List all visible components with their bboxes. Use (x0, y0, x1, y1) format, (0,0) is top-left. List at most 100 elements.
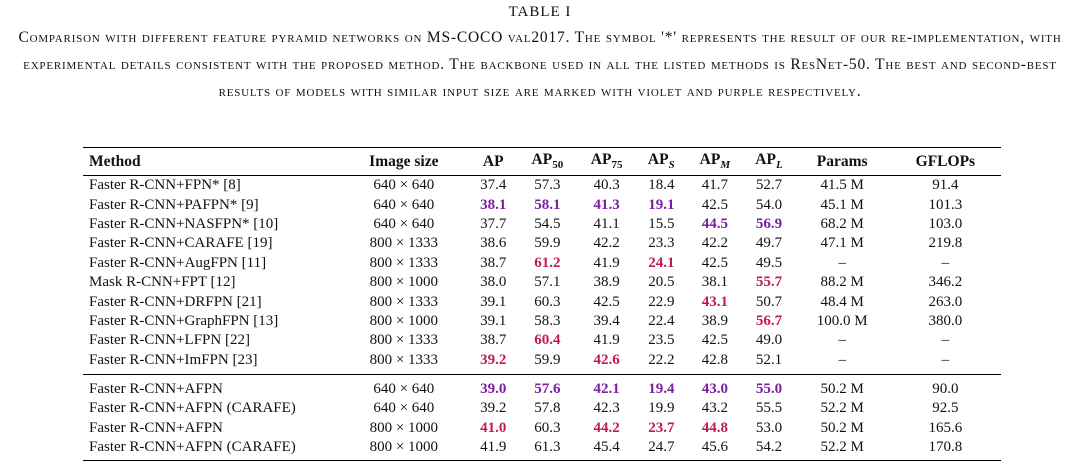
cell-ap50: 60.3 (534, 419, 561, 436)
cell-apm: 43.2 (701, 400, 728, 417)
cell-aps: 19.9 (648, 400, 675, 417)
cell-apm: 42.5 (701, 196, 728, 213)
cell-size: 800 × 1000 (369, 419, 439, 436)
cell-ap50: 60.3 (534, 293, 561, 310)
cell-method: Faster R-CNN+AFPN (CARAFE) (83, 438, 339, 462)
cell-ap: 41.9 (468, 438, 518, 462)
cell-apm: 43.1 (701, 293, 728, 310)
table-row: Faster R-CNN+ImFPN [23] 800 × 1333 39.2 59.… (83, 351, 1001, 375)
cell-apm: 41.7 (701, 177, 728, 194)
cell-size: 640 × 640 (373, 215, 435, 232)
cell-gflops: 219.8 (928, 235, 963, 252)
cell-apm: 44.8 (701, 419, 728, 436)
cell-method: Faster R-CNN+NASFPN* [10] (89, 215, 279, 232)
cell-apm: 44.5 (701, 215, 728, 232)
cell-params: 47.1 M (820, 235, 864, 252)
cell-apm: 43.0 (686, 373, 744, 400)
cell-gflops: 90.0 (889, 373, 1001, 400)
cell-ap50: 59.9 (534, 351, 561, 368)
cell-gflops: 380.0 (928, 312, 963, 329)
cell-ap75: 42.6 (593, 351, 620, 368)
cell-aps: 19.1 (648, 196, 675, 213)
cell-ap: 38.1 (480, 196, 507, 213)
cell-aps: 20.5 (648, 274, 675, 291)
table-row: Faster R-CNN+FPN* [8] 640 × 640 37.4 57.3 40… (83, 176, 1001, 196)
cell-gflops: 91.4 (932, 177, 959, 194)
cell-gflops: 103.0 (928, 215, 963, 232)
header-row: Method Image size AP AP50 AP75 APS APM A… (83, 147, 1001, 176)
cell-aps: 23.5 (648, 332, 675, 349)
cell-ap50: 58.1 (534, 196, 561, 213)
table-row: Faster R-CNN+AFPN (CARAFE) 800 × 1000 41.9… (83, 438, 1001, 462)
cell-size: 640 × 640 (373, 177, 435, 194)
cell-apl: 53.0 (755, 419, 783, 436)
table-row: Faster R-CNN+AFPN (CARAFE) 640 × 640 39.2 5… (83, 399, 1001, 418)
cell-ap50: 61.2 (534, 254, 561, 271)
cell-ap50: 60.4 (534, 332, 561, 349)
cell-size: 640 × 640 (373, 196, 435, 213)
cell-size: 800 × 1333 (369, 332, 439, 349)
cell-apl: 55.0 (743, 373, 795, 400)
cell-ap75: 39.4 (593, 312, 620, 329)
col-header-method: Method (83, 147, 339, 176)
col-header-gflops: GFLOPs (889, 147, 1001, 176)
cell-apl: 49.0 (755, 332, 783, 349)
cell-ap50: 58.3 (534, 312, 561, 329)
cell-ap: 37.4 (480, 177, 507, 194)
cell-params: 45.1 M (820, 196, 864, 213)
cell-ap75: 41.9 (593, 254, 620, 271)
col-header-aps: APS (636, 147, 687, 176)
table-row: Faster R-CNN+LFPN [22] 800 × 1333 38.7 60.4… (83, 331, 1001, 350)
cell-ap: 39.0 (468, 373, 518, 400)
cell-ap: 39.2 (480, 400, 507, 417)
caption-text: Comparison with different feature pyrami… (18, 29, 1062, 100)
cell-size: 640 × 640 (339, 373, 469, 400)
table-group-baselines: Faster R-CNN+FPN* [8] 640 × 640 37.4 57.3 40… (83, 176, 1001, 375)
cell-method: Faster R-CNN+AFPN (89, 419, 223, 436)
cell-aps: 15.5 (648, 215, 675, 232)
cell-params: 48.4 M (820, 293, 864, 310)
cell-method: Faster R-CNN+AFPN (CARAFE) (89, 400, 296, 417)
col-header-ap75: AP75 (577, 147, 637, 176)
cell-size: 800 × 1333 (369, 351, 439, 368)
cell-ap50: 57.8 (534, 400, 561, 417)
cell-method: Faster R-CNN+DRFPN [21] (89, 293, 262, 310)
cell-apl: 54.2 (743, 438, 795, 462)
cell-size: 800 × 1000 (339, 438, 469, 462)
cell-ap75: 41.3 (593, 196, 620, 213)
cell-aps: 22.2 (648, 351, 675, 368)
col-header-apl: APL (743, 147, 795, 176)
cell-ap75: 40.3 (593, 177, 620, 194)
cell-gflops: 92.5 (932, 400, 959, 417)
cell-size: 640 × 640 (373, 400, 435, 417)
cell-size: 800 × 1000 (369, 274, 439, 291)
table-row: Faster R-CNN+NASFPN* [10] 640 × 640 37.7 54… (83, 215, 1001, 234)
cell-apl: 55.7 (755, 274, 783, 291)
cell-apm: 38.1 (701, 274, 728, 291)
cell-ap: 38.7 (480, 332, 507, 349)
table-row: Faster R-CNN+CARAFE [19] 800 × 1333 38.6 59… (83, 234, 1001, 253)
col-header-ap: AP (468, 147, 518, 176)
cell-apl: 50.7 (755, 293, 783, 310)
cell-ap: 39.1 (480, 312, 507, 329)
table-label: TABLE I (508, 4, 572, 20)
cell-gflops: – (941, 351, 950, 368)
cell-aps: 23.7 (648, 419, 675, 436)
cell-params: 100.0 M (816, 312, 868, 329)
cell-ap: 41.0 (480, 419, 507, 436)
cell-gflops: – (941, 332, 950, 349)
cell-gflops: – (941, 254, 950, 271)
cell-method: Faster R-CNN+FPN* [8] (89, 177, 241, 194)
cell-gflops: 170.8 (889, 438, 1001, 462)
cell-apm: 45.6 (686, 438, 744, 462)
cell-ap75: 42.2 (593, 235, 620, 252)
table-row: Faster R-CNN+AFPN 640 × 640 39.0 57.6 42.1 19… (83, 373, 1001, 400)
cell-size: 800 × 1000 (369, 312, 439, 329)
cell-aps: 19.4 (636, 373, 687, 400)
cell-method: Faster R-CNN+GraphFPN [13] (89, 312, 279, 329)
cell-apl: 49.5 (755, 254, 783, 271)
table-caption: TABLE I Comparison with different featur… (0, 0, 1080, 105)
cell-params: – (838, 254, 846, 271)
cell-params: 50.2 M (794, 373, 890, 400)
cell-ap50: 59.9 (534, 235, 561, 252)
